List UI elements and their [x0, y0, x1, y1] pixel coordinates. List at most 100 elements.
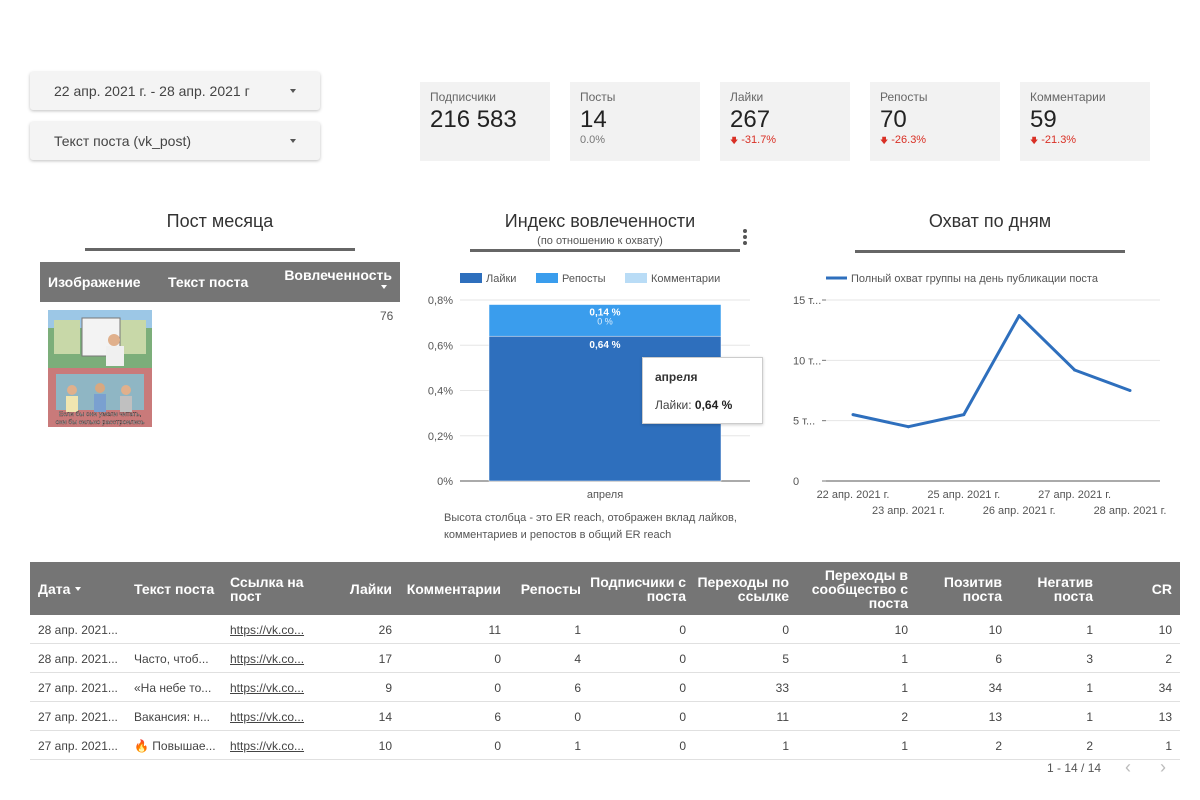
table-row[interactable]: 27 апр. 2021... 🔥 Повышае... https://vk.co… [30, 731, 1180, 760]
column-header[interactable]: Дата [38, 562, 130, 615]
more-options-icon[interactable] [743, 229, 749, 247]
post-image: Если бы они умели читать, они бы сильно … [48, 310, 152, 427]
column-header-label: Комментарии [406, 580, 501, 597]
table-cell: 1 [1086, 680, 1093, 695]
kpi-likes: Лайки 267 🡇 -31.7% [720, 82, 850, 161]
column-header[interactable]: Репосты [505, 562, 581, 615]
engagement-subtitle: (по отношению к охвату) [537, 235, 663, 247]
column-header[interactable]: Ссылка на пост [230, 562, 312, 615]
col-image-header: Изображение [48, 274, 141, 290]
kpi-comments: Комментарии 59 🡇 -21.3% [1020, 82, 1150, 161]
chevron-down-icon [290, 89, 296, 93]
table-cell: 27 апр. 2021... [38, 709, 118, 724]
post-text-filter-value: Текст поста (vk_post) [54, 133, 192, 149]
table-cell: 0 [679, 622, 686, 637]
column-header[interactable]: Негатив поста [1006, 562, 1093, 615]
post-link[interactable]: https://vk.co... [230, 709, 305, 724]
pagination-label: 1 - 14 / 14 [1047, 761, 1102, 775]
table-cell: 11 [776, 709, 789, 724]
column-header[interactable]: Комментарии [396, 562, 501, 615]
legend-swatch [625, 273, 647, 283]
x-tick-label: 22 апр. 2021 г. [817, 489, 890, 501]
column-header[interactable]: Позитив поста [912, 562, 1002, 615]
post-link[interactable]: https://vk.co... [230, 622, 305, 637]
reach-series-line[interactable] [852, 314, 1131, 429]
column-header[interactable]: Текст поста [134, 562, 226, 615]
x-tick-label: 27 апр. 2021 г. [1038, 489, 1111, 501]
column-header[interactable]: Подписчики с поста [585, 562, 686, 615]
kpi-label: Репосты [880, 90, 928, 104]
table-cell: 6 [995, 651, 1002, 666]
y-tick-label: 15 т... [793, 295, 821, 307]
table-row[interactable]: 27 апр. 2021... Вакансия: н... https://vk.… [30, 702, 1180, 731]
arrow-down-icon: 🡇 [730, 136, 739, 145]
table-cell: 14 [378, 709, 392, 724]
post-link[interactable]: https://vk.co... [230, 680, 305, 695]
data-point[interactable] [1073, 368, 1077, 372]
data-point[interactable] [1017, 314, 1021, 318]
kpi-subscribers: Подписчики 216 583 [420, 82, 550, 161]
table-cell: 5 [782, 651, 789, 666]
table-cell: 0 [679, 651, 686, 666]
table-cell: 11 [488, 622, 501, 637]
x-tick-label: 23 апр. 2021 г. [872, 505, 945, 517]
data-point[interactable] [906, 425, 910, 429]
table-cell: 27 апр. 2021... [38, 738, 118, 753]
kpi-delta: 🡇 -31.7% [730, 134, 840, 149]
column-header[interactable]: Переходы в сообщество с поста [793, 562, 908, 615]
y-tick-label: 10 т... [793, 355, 821, 367]
column-header[interactable]: Лайки [312, 562, 392, 615]
tooltip-value: Лайки: 0,64 % [655, 398, 750, 412]
post-link[interactable]: https://vk.co... [230, 651, 305, 666]
table-cell: 1 [901, 680, 908, 695]
table-header: Дата Текст поста Ссылка на пост Лайки Коммен… [30, 562, 1180, 615]
legend-label: Комментарии [651, 273, 720, 285]
next-page-button[interactable]: › [1160, 757, 1166, 777]
table-row[interactable]: 28 апр. 2021... https://vk.co... 26 11 1 0 0 10… [30, 615, 1180, 644]
bar-segment[interactable] [488, 304, 722, 337]
table-row[interactable]: 28 апр. 2021... Часто, чтоб... https://vk.… [30, 644, 1180, 673]
legend-label: Лайки [486, 273, 516, 285]
reach-line-chart: Полный охват группы на день публикации п… [793, 273, 1166, 517]
table-cell: 0 [494, 738, 501, 753]
data-point[interactable] [1128, 389, 1132, 392]
table-cell: 0 [494, 680, 501, 695]
column-header-label: CR [1151, 580, 1172, 597]
kpi-delta-value: -31.7% [741, 134, 777, 146]
column-header[interactable]: Переходы по ссылке [690, 562, 789, 615]
table-cell: 4 [574, 651, 581, 666]
table-cell: 0 [679, 738, 686, 753]
column-header-label: Ссылка на пост [230, 573, 304, 604]
data-point[interactable] [962, 413, 966, 417]
x-tick-label: апреля [587, 489, 623, 501]
prev-page-button[interactable]: ‹ [1125, 757, 1131, 777]
table-cell: 0 [679, 680, 686, 695]
kpi-delta-value: -21.3% [1041, 134, 1077, 146]
data-label: 0,64 % [589, 340, 620, 351]
column-header[interactable]: CR [1097, 562, 1172, 615]
post-text-dropdown[interactable]: Текст поста (vk_post) [30, 122, 320, 160]
table-cell: 33 [775, 680, 789, 695]
table-cell: 1 [901, 738, 908, 753]
x-tick-label: 26 апр. 2021 г. [983, 505, 1056, 517]
divider [470, 249, 740, 252]
x-tick-label: 25 апр. 2021 г. [927, 489, 1000, 501]
engagement-title: Индекс вовлеченности [504, 211, 696, 231]
kpi-value: 216 583 [430, 106, 517, 133]
data-point[interactable] [851, 413, 855, 417]
table-cell: 1 [1086, 622, 1093, 637]
y-tick-label: 0,8% [428, 295, 453, 307]
column-header-label: Позитив поста [943, 573, 1002, 604]
kpi-delta: 0.0% [580, 134, 606, 146]
table-cell: 1 [901, 651, 908, 666]
col-engagement-header[interactable]: Вовлеченность [284, 267, 392, 283]
table-cell: 6 [494, 709, 501, 724]
table-row[interactable]: 27 апр. 2021... «На небе то... https://vk.… [30, 673, 1180, 702]
table-cell: 28 апр. 2021... [38, 622, 118, 637]
table-cell: 1 [1086, 709, 1093, 724]
post-link[interactable]: https://vk.co... [230, 738, 305, 753]
tooltip-label: Лайки: [655, 398, 692, 412]
date-range-dropdown[interactable]: 22 апр. 2021 г. - 28 апр. 2021 г [30, 72, 320, 110]
chevron-down-icon [290, 139, 296, 143]
table-cell: 2 [995, 738, 1002, 753]
